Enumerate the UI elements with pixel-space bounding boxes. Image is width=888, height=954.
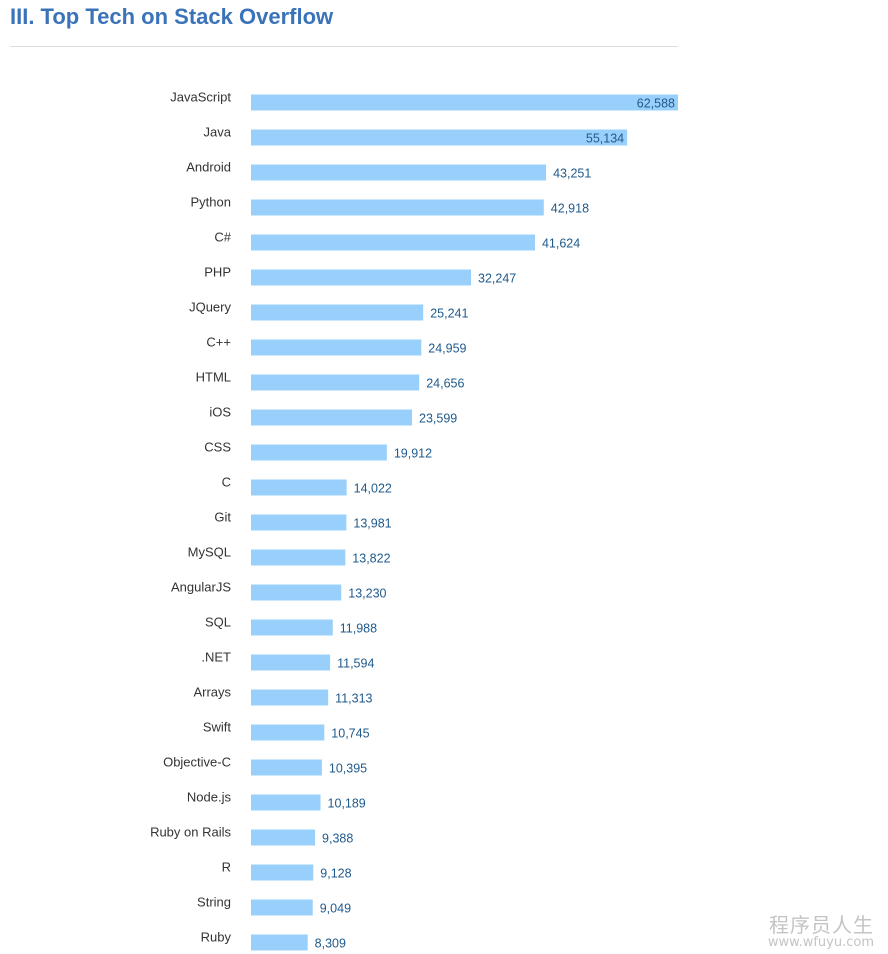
bar [251,619,333,636]
watermark-logo: 程序员人生 [769,912,874,937]
category-label: R [222,860,231,875]
category-label: iOS [209,405,231,420]
category-label: C [222,475,231,490]
title-divider [10,46,678,47]
value-label: 10,395 [329,762,367,776]
value-label: 9,388 [322,832,353,846]
bar [251,269,471,286]
bar [251,479,347,496]
watermark: 程序员人生 www.wfuyu.com [768,914,874,950]
value-label: 10,745 [331,727,369,741]
bar [251,829,316,846]
category-label: JavaScript [170,90,231,105]
value-label: 24,656 [426,377,464,391]
value-label: 23,599 [419,412,457,426]
value-label: 32,247 [478,272,516,286]
bar [251,409,412,426]
value-label: 62,588 [637,97,675,111]
value-label: 13,822 [352,552,390,566]
bar [251,654,331,671]
bar [251,689,329,706]
bar [251,864,314,881]
category-label: Android [186,160,231,175]
value-label: 24,959 [428,342,466,356]
bar [251,724,325,741]
bar [251,759,322,776]
value-label: 43,251 [553,167,591,181]
value-label: 11,988 [340,622,377,636]
value-label: 9,049 [320,902,351,916]
value-label: 13,230 [348,587,386,601]
bar [251,584,342,601]
category-label: Arrays [193,685,231,700]
category-label: Git [214,510,231,525]
value-label: 8,309 [315,937,346,951]
bar [251,304,424,321]
category-label: Ruby on Rails [150,825,231,840]
category-label: .NET [201,650,231,665]
value-label: 41,624 [542,237,580,251]
bar [251,339,422,356]
bar [251,164,547,181]
value-label: 14,022 [354,482,392,496]
category-label: SQL [205,615,231,630]
value-label: 25,241 [430,307,468,321]
category-label: CSS [204,440,231,455]
bar [251,234,535,251]
bar [251,934,308,951]
bar [251,514,347,531]
value-label: 10,189 [328,797,366,811]
category-label: Ruby [201,930,232,945]
category-label: Objective-C [163,755,231,770]
value-label: 19,912 [394,447,432,461]
category-label: Java [204,125,232,140]
watermark-url: www.wfuyu.com [767,934,874,950]
bar [251,129,628,146]
category-label: Python [191,195,231,210]
bar [251,374,420,391]
bar [251,199,544,216]
category-label: C# [214,230,231,245]
value-label: 9,128 [320,867,351,881]
category-label: HTML [196,370,231,385]
bar [251,899,313,916]
category-label: PHP [204,265,231,280]
bar [251,794,321,811]
category-label: AngularJS [171,580,231,595]
bar [251,549,346,566]
category-label: JQuery [189,300,231,315]
bar [251,444,387,461]
value-label: 11,594 [337,657,374,671]
value-label: 13,981 [353,517,391,531]
value-label: 55,134 [586,132,624,146]
category-label: Swift [203,720,232,735]
bar [251,94,678,111]
category-label: Node.js [187,790,232,805]
category-label: MySQL [188,545,231,560]
value-label: 11,313 [335,692,372,706]
value-label: 42,918 [551,202,589,216]
page-title: III. Top Tech on Stack Overflow [10,4,334,29]
category-label: C++ [206,335,231,350]
category-label: String [197,895,231,910]
